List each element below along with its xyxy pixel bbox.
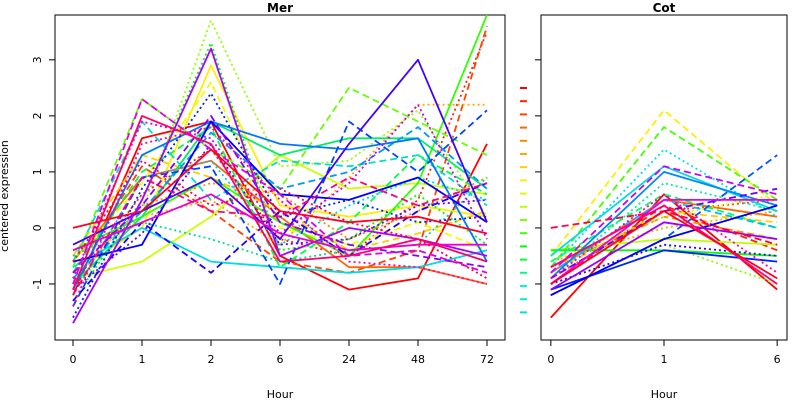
mer-series-line-32 <box>72 98 488 285</box>
mer-series-line-37 <box>72 159 488 280</box>
mer-series-line-38 <box>72 148 488 235</box>
mer-x-tick-label: 6 <box>277 353 284 366</box>
cot-series-line-12 <box>550 126 778 268</box>
panel-mer: Mer 0 1 2 6 24 48 72 Hour -1 0 1 2 3 <box>31 1 506 400</box>
mer-series-line-34 <box>72 126 488 307</box>
mer-series-line-5 <box>72 176 488 280</box>
mer-x-tick-label: 2 <box>208 353 215 366</box>
cot-plot-frame <box>540 14 788 341</box>
cot-series-line-29 <box>550 204 778 285</box>
mer-y-tick-label: 3 <box>31 56 44 63</box>
mer-y-tick-label: 1 <box>31 168 44 175</box>
panel-cot: Cot 0 1 6 Hour <box>535 1 788 400</box>
cot-x-tick-label: 1 <box>661 353 668 366</box>
mer-series-line-36 <box>72 115 488 290</box>
mer-series-line-33 <box>72 193 487 252</box>
mer-x-tick-label: 0 <box>70 353 77 366</box>
mer-x-tick-label: 48 <box>411 353 425 366</box>
cot-x-tick-label: 6 <box>774 353 781 366</box>
mer-y-tick-label: 2 <box>31 112 44 119</box>
cot-x-tick-label: 0 <box>547 353 554 366</box>
cot-series-line-27 <box>550 198 778 285</box>
mer-title: Mer <box>267 1 293 15</box>
mer-series-line-9 <box>72 81 488 263</box>
cot-series-line-23 <box>550 243 778 285</box>
mer-x-tick-label: 24 <box>342 353 356 366</box>
cot-series-line-8 <box>550 109 778 257</box>
mer-series-line-28 <box>72 142 488 291</box>
mer-series-line-19 <box>72 226 488 274</box>
mer-series-line-31 <box>72 103 488 279</box>
mer-series-line-3 <box>72 25 488 274</box>
mer-y-tick-label: -1 <box>31 278 44 289</box>
cot-x-axis-label: Hour <box>651 388 678 400</box>
mer-series-line-22 <box>72 120 488 291</box>
cot-series-line-1 <box>550 193 778 319</box>
mer-series-line-29 <box>72 115 488 274</box>
cot-series-line-22 <box>550 204 778 297</box>
cot-title: Cot <box>653 1 676 15</box>
y-axis-label: centered expression <box>0 140 11 252</box>
mer-y-tick-label: 0 <box>31 224 44 231</box>
mer-series-line-35 <box>72 176 488 296</box>
legend <box>520 87 527 314</box>
cot-series-line-15 <box>550 182 778 280</box>
mer-x-axis-label: Hour <box>267 388 294 400</box>
cot-series-line-19 <box>550 170 778 280</box>
mer-series-line-24 <box>72 92 488 319</box>
cot-series-line-26 <box>550 165 778 274</box>
mer-plot-frame <box>54 14 506 341</box>
mer-x-tick-label: 72 <box>480 353 494 366</box>
cot-series-line-28 <box>550 193 778 280</box>
cot-series-line-31 <box>550 210 778 285</box>
mer-x-tick-label: 1 <box>139 353 146 366</box>
